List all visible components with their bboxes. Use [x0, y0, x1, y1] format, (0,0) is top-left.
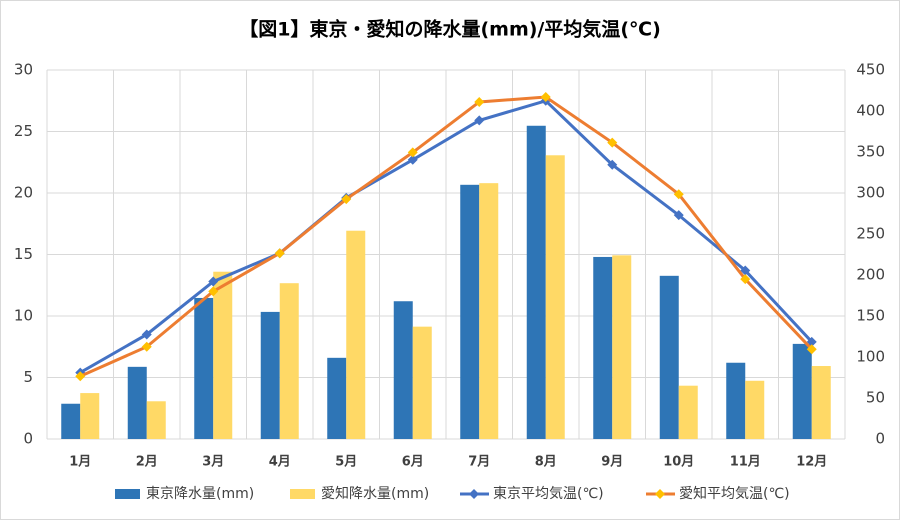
- line: [79, 99, 813, 374]
- y2-tick-label: 350: [856, 143, 885, 161]
- bar: [327, 357, 347, 439]
- line-marker: [740, 274, 751, 285]
- line-marker: [806, 336, 817, 347]
- bar: [612, 255, 632, 439]
- x-tick-label: 3月: [202, 455, 224, 470]
- line-marker: [540, 92, 551, 103]
- x-tick-label: 8月: [535, 455, 557, 470]
- y-tick-label: 5: [23, 368, 33, 386]
- bar: [346, 230, 366, 439]
- chart-title: 【図1】東京・愛知の降水量(mm)/平均気温(℃): [239, 18, 661, 41]
- bar: [678, 385, 698, 439]
- bar: [194, 297, 214, 439]
- x-tick-label: 7月: [468, 455, 490, 470]
- y2-tick-label: 300: [856, 184, 885, 202]
- bar: [479, 183, 499, 439]
- x-tick-label: 11月: [730, 455, 761, 470]
- y2-tick-label: 250: [856, 225, 885, 243]
- bar: [80, 393, 100, 439]
- x-tick-label: 6月: [402, 455, 424, 470]
- bar: [260, 311, 280, 439]
- line-marker: [806, 344, 817, 355]
- line-marker: [208, 286, 219, 297]
- x-tick-label: 5月: [335, 455, 357, 470]
- y2-tick-label: 100: [856, 348, 885, 366]
- y-tick-label: 15: [14, 245, 33, 263]
- bar: [545, 155, 565, 439]
- bar: [127, 366, 147, 439]
- bar: [279, 283, 299, 439]
- y2-tick-label: 450: [856, 61, 885, 79]
- legend-label: 東京降水量(mm): [146, 486, 254, 502]
- line-marker: [141, 329, 152, 340]
- bar: [146, 401, 166, 439]
- y2-tick-label: 200: [856, 266, 885, 284]
- y-tick-label: 10: [14, 307, 33, 325]
- line-marker: [673, 189, 684, 200]
- line-marker: [407, 154, 418, 165]
- bar: [593, 256, 613, 439]
- bar: [745, 380, 765, 439]
- line-marker: [75, 371, 86, 382]
- y2-tick-label: 400: [856, 102, 885, 120]
- y2-tick-label: 50: [866, 389, 885, 407]
- line-marker: [607, 159, 618, 170]
- bar: [393, 301, 413, 439]
- line: [79, 95, 813, 378]
- line-marker: [740, 265, 751, 276]
- legend-marker: [655, 489, 665, 499]
- line-marker: [673, 210, 684, 221]
- x-tick-label: 12月: [796, 455, 827, 470]
- y-tick-label: 0: [23, 430, 33, 448]
- legend-swatch: [115, 489, 140, 499]
- legend-marker: [469, 489, 479, 499]
- x-tick-label: 2月: [136, 455, 158, 470]
- y-tick-label: 30: [14, 61, 33, 79]
- line-marker: [274, 248, 285, 259]
- bar: [726, 362, 746, 439]
- bar: [659, 275, 679, 439]
- y2-tick-label: 0: [875, 430, 885, 448]
- legend-label: 愛知降水量(mm): [321, 485, 429, 502]
- bar: [412, 326, 432, 439]
- legend-label: 東京平均気温(℃): [493, 486, 604, 502]
- line-marker: [607, 137, 618, 148]
- bar: [61, 403, 81, 439]
- line-marker: [407, 147, 418, 158]
- x-tick-label: 4月: [269, 455, 291, 470]
- bar: [460, 184, 480, 439]
- line-marker: [474, 115, 485, 126]
- y-tick-label: 20: [14, 184, 33, 202]
- x-tick-label: 9月: [601, 455, 623, 470]
- y-tick-label: 25: [14, 122, 33, 140]
- line-marker: [474, 96, 485, 107]
- line-marker: [208, 276, 219, 287]
- legend-swatch: [290, 489, 315, 499]
- bar: [811, 366, 831, 439]
- bar: [213, 271, 233, 439]
- line-marker: [341, 194, 352, 205]
- legend-label: 愛知平均気温(℃): [679, 485, 790, 502]
- line-marker: [141, 341, 152, 352]
- bar: [526, 125, 546, 439]
- bar: [792, 343, 812, 439]
- x-tick-label: 10月: [663, 455, 694, 470]
- y2-tick-label: 150: [856, 307, 885, 325]
- x-tick-label: 1月: [69, 455, 91, 470]
